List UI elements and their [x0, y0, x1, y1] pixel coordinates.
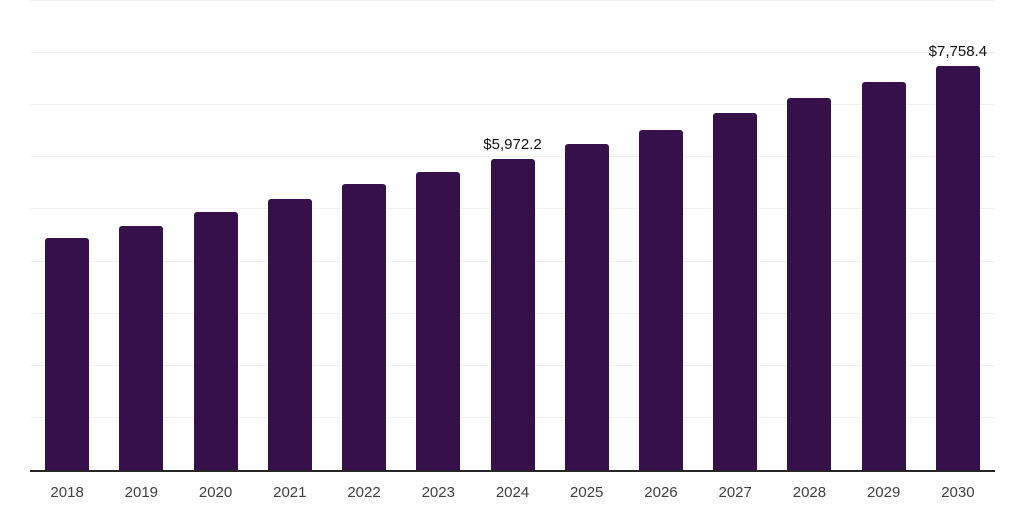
bar-2023 — [416, 171, 461, 470]
bar-2028 — [787, 98, 832, 470]
bar-2026 — [638, 129, 683, 470]
x-tick-2019: 2019 — [124, 484, 159, 501]
x-tick-2027: 2027 — [718, 484, 752, 501]
x-tick-2023: 2023 — [421, 484, 455, 501]
x-tick-2020: 2020 — [198, 484, 233, 501]
x-tick-2021: 2021 — [273, 484, 307, 501]
x-tick-2028: 2028 — [792, 484, 827, 501]
bar-2024 — [490, 158, 535, 470]
x-tick-2022: 2022 — [347, 484, 381, 501]
bar-2020 — [193, 212, 238, 470]
bar-2030 — [935, 65, 980, 470]
bar-2022 — [342, 184, 387, 470]
x-tick-2030: 2030 — [941, 484, 975, 501]
bar-2025 — [564, 143, 609, 470]
gridline — [30, 104, 995, 106]
data-label-2030: $7,758.4 — [928, 42, 988, 60]
data-label-2024: $5,972.2 — [483, 135, 542, 153]
bar-2018 — [45, 238, 90, 470]
x-axis: 2018 2019 2020 2021 2022 2023 2024 2025 2026 2027… — [30, 485, 995, 505]
bar-2029 — [861, 81, 906, 470]
x-tick-2024: 2024 — [495, 484, 530, 501]
x-tick-2029: 2029 — [866, 484, 901, 501]
gridline — [30, 156, 995, 158]
bar-2021 — [267, 198, 312, 470]
x-tick-2025: 2025 — [570, 484, 604, 501]
bar-2019 — [119, 226, 164, 470]
gridline — [30, 0, 995, 1]
x-tick-2018: 2018 — [50, 484, 84, 501]
bar-2027 — [713, 112, 758, 470]
gridline — [30, 52, 995, 54]
x-tick-2026: 2026 — [644, 484, 678, 501]
plot-area: $5,972.2 $7,758.4 — [30, 0, 995, 472]
